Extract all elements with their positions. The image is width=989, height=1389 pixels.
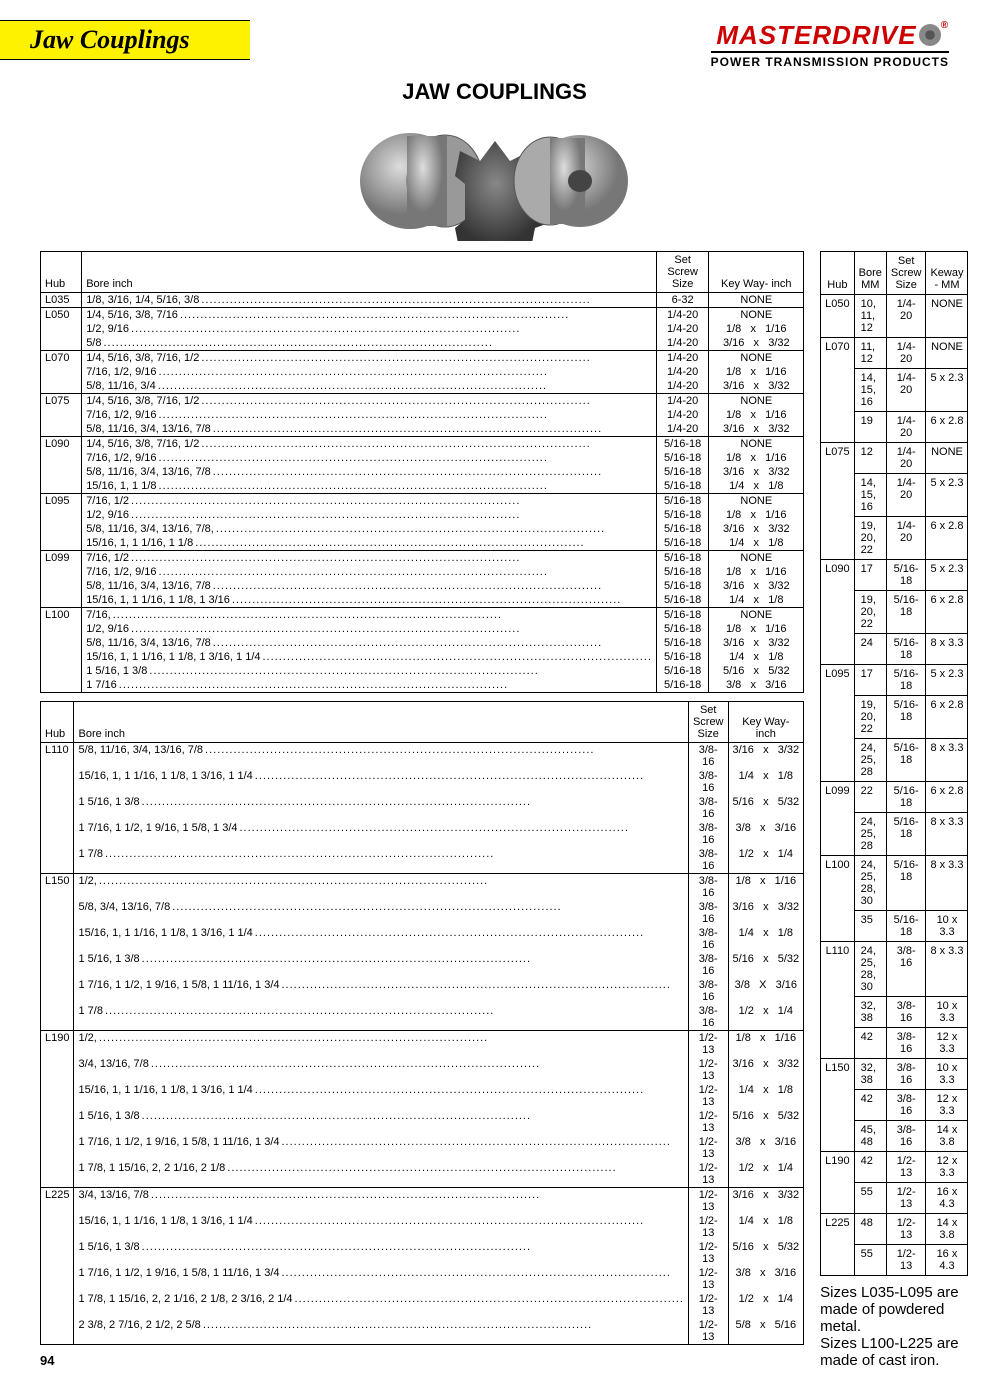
spec-row: 5/8, 11/16, 3/4 1/4-203/16 x 3/32	[41, 379, 804, 394]
brand-logo: MASTERDRIVE® POWER TRANSMISSION PRODUCTS	[711, 20, 949, 69]
spec-row: L075121/4-20NONE	[821, 443, 968, 474]
product-image	[345, 111, 645, 241]
spec-row: L225481/2-1314 x 3.8	[821, 1214, 968, 1245]
note-line-1: Sizes L035-L095 are made of powdered met…	[820, 1284, 968, 1335]
col-hub: Hub	[41, 252, 82, 293]
spec-row: 1 7/16, 1 1/2, 1 9/16, 1 5/8, 1 3/4 3/8-…	[41, 821, 804, 847]
spec-row: L099225/16-186 x 2.8	[821, 782, 968, 813]
inch-table-2: HubBore inchSet Screw SizeKey Way- inchL…	[40, 701, 804, 1345]
spec-row: 1 7/8 3/8-161/2 x 1/4	[41, 847, 804, 874]
spec-row: 5/8, 11/16, 3/4, 13/16, 7/8 5/16-183/16 …	[41, 636, 804, 650]
spec-row: 5/8 1/4-203/16 x 3/32	[41, 336, 804, 351]
spec-row: 7/16, 1/2, 9/16 5/16-181/8 x 1/16	[41, 565, 804, 579]
spec-row: 7/16, 1/2, 9/16 1/4-201/8 x 1/16	[41, 365, 804, 379]
spec-row: L090175/16-185 x 2.3	[821, 560, 968, 591]
main-title: JAW COUPLINGS	[40, 79, 949, 105]
col-bore-mm: Bore MM	[854, 252, 886, 295]
spec-row: 1 7/16, 1 1/2, 1 9/16, 1 5/8, 1 11/16, 1…	[41, 1266, 804, 1292]
col-keyway-mm: Keway - MM	[926, 252, 968, 295]
brand-tagline: POWER TRANSMISSION PRODUCTS	[711, 51, 949, 69]
spec-row: L0701/4, 5/16, 3/8, 7/16, 1/2 1/4-20NONE	[41, 351, 804, 366]
spec-row: 1/2, 9/16 5/16-181/8 x 1/16	[41, 622, 804, 636]
spec-row: 5/8, 3/4, 13/16, 7/8 3/8-163/16 x 3/32	[41, 900, 804, 926]
col-screw: Set Screw Size	[656, 252, 709, 293]
spec-row: 1 5/16, 1 3/8 3/8-165/16 x 5/32	[41, 952, 804, 978]
spec-row: L1501/2, 3/8-161/8 x 1/16	[41, 874, 804, 901]
spec-row: L0997/16, 1/2 5/16-18NONE	[41, 551, 804, 566]
spec-row: 1 7/8 3/8-161/2 x 1/4	[41, 1004, 804, 1031]
spec-row: L095175/16-185 x 2.3	[821, 665, 968, 696]
spec-row: 15/16, 1, 1 1/16, 1 1/8, 1 3/16, 1 1/4 5…	[41, 650, 804, 664]
col-hub: Hub	[821, 252, 854, 295]
spec-row: L1007/16, 5/16-18NONE	[41, 608, 804, 623]
spec-row: L0957/16, 1/2 5/16-18NONE	[41, 494, 804, 509]
spec-row: 1 5/16, 1 3/8 1/2-135/16 x 5/32	[41, 1240, 804, 1266]
spec-row: 1 5/16, 1 3/8 5/16-185/16 x 5/32	[41, 664, 804, 678]
spec-row: L07011, 121/4-20NONE	[821, 338, 968, 369]
spec-row: L190421/2-1312 x 3.3	[821, 1152, 968, 1183]
spec-row: 5/8, 11/16, 3/4, 13/16, 7/8 5/16-183/16 …	[41, 465, 804, 479]
inch-table-1: HubBore inchSet Screw SizeKey Way- inchL…	[40, 251, 804, 693]
spec-row: L1901/2, 1/2-131/8 x 1/16	[41, 1031, 804, 1058]
col-bore-inch: Bore inch	[74, 702, 688, 743]
col-keyway-inch: Key Way- inch	[709, 252, 804, 293]
col-hub: Hub	[41, 702, 74, 743]
section-title: Jaw Couplings	[30, 25, 190, 55]
spec-row: 15/16, 1, 1 1/16, 1 1/8, 1 3/16, 1 1/4 1…	[41, 1214, 804, 1240]
spec-row: L15032, 383/8-1610 x 3.3	[821, 1059, 968, 1090]
spec-row: 1 7/16 5/16-183/8 x 3/16	[41, 678, 804, 693]
spec-row: L0351/8, 3/16, 1/4, 5/16, 3/8 6-32NONE	[41, 293, 804, 308]
spec-row: L11024, 25, 28, 303/8-168 x 3.3	[821, 942, 968, 997]
spec-row: 15/16, 1, 1 1/16, 1 1/8, 1 3/16, 1 1/4 3…	[41, 926, 804, 952]
spec-row: 1/2, 9/16 5/16-181/8 x 1/16	[41, 508, 804, 522]
gear-icon	[919, 24, 941, 46]
spec-row: 1 7/16, 1 1/2, 1 9/16, 1 5/8, 1 11/16, 1…	[41, 1135, 804, 1161]
material-notes: Sizes L035-L095 are made of powdered met…	[820, 1284, 968, 1369]
spec-row: L05010, 11, 121/4-20NONE	[821, 295, 968, 338]
spec-row: 1/2, 9/16 1/4-201/8 x 1/16	[41, 322, 804, 336]
spec-row: 1 7/8, 1 15/16, 2, 2 1/16, 2 1/8, 2 3/16…	[41, 1292, 804, 1318]
mm-table: HubBore MMSet Screw SizeKeway - MML05010…	[820, 251, 968, 1276]
spec-row: 15/16, 1, 1 1/16, 1 1/8, 1 3/16 5/16-181…	[41, 593, 804, 608]
col-bore-inch: Bore inch	[82, 252, 657, 293]
spec-row: 15/16, 1, 1 1/16, 1 1/8 5/16-181/4 x 1/8	[41, 536, 804, 551]
page-number: 94	[40, 1353, 804, 1368]
spec-row: L2253/4, 13/16, 7/8 1/2-133/16 x 3/32	[41, 1188, 804, 1215]
spec-row: 15/16, 1, 1 1/8 5/16-181/4 x 1/8	[41, 479, 804, 494]
spec-row: L1105/8, 11/16, 3/4, 13/16, 7/8 3/8-163/…	[41, 743, 804, 770]
spec-row: 7/16, 1/2, 9/16 5/16-181/8 x 1/16	[41, 451, 804, 465]
spec-row: 5/8, 11/16, 3/4, 13/16, 7/8 5/16-183/16 …	[41, 579, 804, 593]
spec-row: L0501/4, 5/16, 3/8, 7/16 1/4-20NONE	[41, 308, 804, 323]
brand-name: MASTERDRIVE	[716, 20, 916, 50]
spec-row: L10024, 25, 28, 305/16-188 x 3.3	[821, 856, 968, 911]
spec-row: 7/16, 1/2, 9/16 1/4-201/8 x 1/16	[41, 408, 804, 422]
col-screw: Set Screw Size	[886, 252, 926, 295]
section-title-band: Jaw Couplings	[0, 20, 250, 60]
spec-row: 15/16, 1, 1 1/16, 1 1/8, 1 3/16, 1 1/4 1…	[41, 1083, 804, 1109]
spec-row: 15/16, 1, 1 1/16, 1 1/8, 1 3/16, 1 1/4 3…	[41, 769, 804, 795]
spec-row: 1 7/8, 1 15/16, 2, 2 1/16, 2 1/8 1/2-131…	[41, 1161, 804, 1188]
spec-row: 1 5/16, 1 3/8 1/2-135/16 x 5/32	[41, 1109, 804, 1135]
spec-row: 1 5/16, 1 3/8 3/8-165/16 x 5/32	[41, 795, 804, 821]
spec-row: 5/8, 11/16, 3/4, 13/16, 7/8 1/4-203/16 x…	[41, 422, 804, 437]
spec-row: 3/4, 13/16, 7/8 1/2-133/16 x 3/32	[41, 1057, 804, 1083]
col-keyway-inch: Key Way- inch	[728, 702, 804, 743]
spec-row: L0901/4, 5/16, 3/8, 7/16, 1/2 5/16-18NON…	[41, 437, 804, 452]
note-line-2: Sizes L100-L225 are made of cast iron.	[820, 1335, 968, 1369]
header-bar: Jaw Couplings MASTERDRIVE® POWER TRANSMI…	[40, 20, 949, 69]
spec-row: 1 7/16, 1 1/2, 1 9/16, 1 5/8, 1 11/16, 1…	[41, 978, 804, 1004]
col-screw: Set Screw Size	[688, 702, 728, 743]
spec-row: 5/8, 11/16, 3/4, 13/16, 7/8, 5/16-183/16…	[41, 522, 804, 536]
spec-row: L0751/4, 5/16, 3/8, 7/16, 1/2 1/4-20NONE	[41, 394, 804, 409]
spec-row: 2 3/8, 2 7/16, 2 1/2, 2 5/8 1/2-135/8 x …	[41, 1318, 804, 1345]
